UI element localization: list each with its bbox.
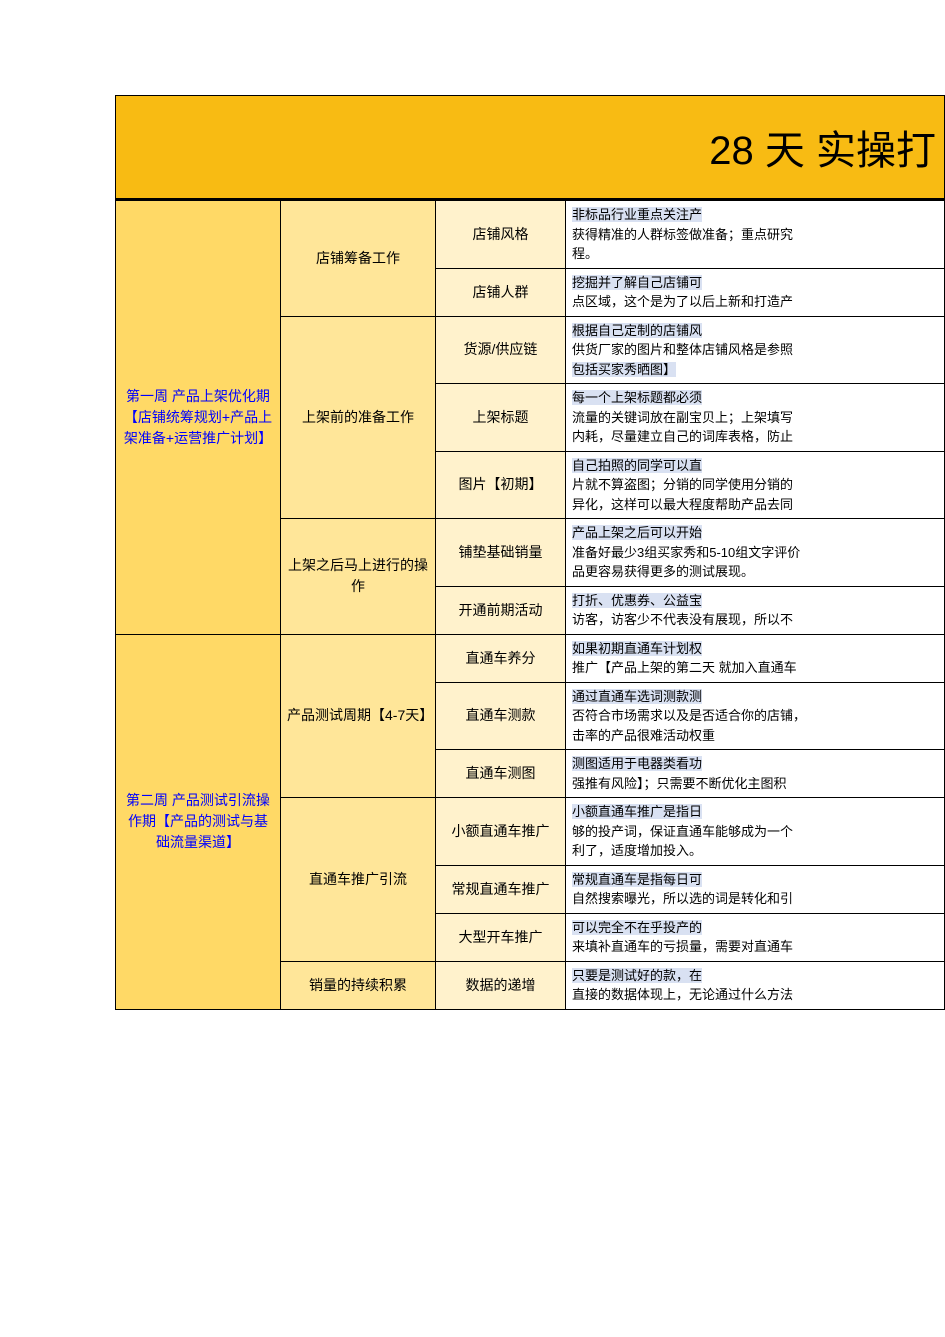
item-cell: 小额直通车推广	[436, 798, 566, 866]
phase-cell: 上架之后马上进行的操作	[281, 519, 436, 635]
desc-cell: 小额直通车推广是指日 够的投产词，保证直通车能够成为一个 利了，适度增加投入。	[566, 798, 945, 866]
table-row: 第一周 产品上架优化期【店铺统筹规划+产品上架准备+运营推广计划】 店铺筹备工作…	[116, 201, 945, 269]
desc-highlight: 根据自己定制的店铺风	[572, 323, 702, 338]
desc-text: 流量的关键词放在副宝贝上；上架填写	[572, 410, 793, 425]
item-cell: 货源/供应链	[436, 316, 566, 384]
phase-cell: 直通车推广引流	[281, 798, 436, 962]
desc-text: 品更容易获得更多的测试展现。	[572, 564, 754, 579]
phase-cell: 销量的持续积累	[281, 961, 436, 1009]
item-cell: 上架标题	[436, 384, 566, 452]
desc-highlight: 通过直通车选词测款测	[572, 689, 702, 704]
desc-text: 直接的数据体现上，无论通过什么方法	[572, 987, 793, 1002]
desc-text: 击率的产品很难活动权重	[572, 728, 715, 743]
desc-highlight: 打折、优惠券、公益宝	[572, 593, 702, 608]
desc-cell: 通过直通车选词测款测 否符合市场需求以及是否适合你的店铺， 击率的产品很难活动权…	[566, 682, 945, 750]
desc-text: 准备好最少3组买家秀和5-10组文字评价	[572, 545, 800, 560]
item-cell: 开通前期活动	[436, 586, 566, 634]
desc-cell: 常规直通车是指每日可 自然搜索曝光，所以选的词是转化和引	[566, 865, 945, 913]
desc-highlight: 非标品行业重点关注产	[572, 207, 702, 222]
desc-highlight: 小额直通车推广是指日	[572, 804, 702, 819]
desc-cell: 测图适用于电器类看功 强推有风险】；只需要不断优化主图积	[566, 750, 945, 798]
item-cell: 大型开车推广	[436, 913, 566, 961]
desc-cell: 可以完全不在乎投产的 来填补直通车的亏损量，需要对直通车	[566, 913, 945, 961]
desc-text: 推广【产品上架的第二天 就加入直通车	[572, 660, 797, 675]
desc-text: 内耗，尽量建立自己的词库表格，防止	[572, 429, 793, 444]
desc-text: 否符合市场需求以及是否适合你的店铺，	[572, 708, 806, 723]
title-bar: 28 天 实操打	[115, 95, 945, 200]
desc-highlight: 如果初期直通车计划权	[572, 641, 702, 656]
desc-text: 够的投产词，保证直通车能够成为一个	[572, 824, 793, 839]
item-cell: 店铺风格	[436, 201, 566, 269]
page-title: 28 天 实操打	[709, 118, 944, 176]
item-cell: 直通车养分	[436, 634, 566, 682]
item-cell: 数据的递增	[436, 961, 566, 1009]
desc-text: 来填补直通车的亏损量，需要对直通车	[572, 939, 793, 954]
desc-text: 供货厂家的图片和整体店铺风格是参照	[572, 342, 793, 357]
desc-highlight: 产品上架之后可以开始	[572, 525, 702, 540]
item-cell: 直通车测款	[436, 682, 566, 750]
plan-table: 第一周 产品上架优化期【店铺统筹规划+产品上架准备+运营推广计划】 店铺筹备工作…	[115, 200, 945, 1010]
desc-text: 程。	[572, 246, 598, 261]
desc-text: 异化，这样可以最大程度帮助产品去同	[572, 497, 793, 512]
desc-highlight: 包括买家秀晒图】	[572, 362, 676, 377]
phase-cell: 产品测试周期【4-7天】	[281, 634, 436, 798]
desc-cell: 每一个上架标题都必须 流量的关键词放在副宝贝上；上架填写 内耗，尽量建立自己的词…	[566, 384, 945, 452]
desc-highlight: 可以完全不在乎投产的	[572, 920, 702, 935]
item-cell: 图片【初期】	[436, 451, 566, 519]
desc-text: 片就不算盗图；分销的同学使用分销的	[572, 477, 793, 492]
desc-text: 获得精准的人群标签做准备；重点研究	[572, 227, 793, 242]
desc-highlight: 每一个上架标题都必须	[572, 390, 702, 405]
desc-cell: 如果初期直通车计划权 推广【产品上架的第二天 就加入直通车	[566, 634, 945, 682]
desc-text: 自然搜索曝光，所以选的词是转化和引	[572, 891, 793, 906]
desc-cell: 产品上架之后可以开始 准备好最少3组买家秀和5-10组文字评价 品更容易获得更多…	[566, 519, 945, 587]
item-cell: 直通车测图	[436, 750, 566, 798]
week-cell: 第二周 产品测试引流操作期【产品的测试与基础流量渠道】	[116, 634, 281, 1009]
item-cell: 常规直通车推广	[436, 865, 566, 913]
desc-cell: 只要是测试好的款，在 直接的数据体现上，无论通过什么方法	[566, 961, 945, 1009]
desc-highlight: 自己拍照的同学可以直	[572, 458, 702, 473]
plan-container: 28 天 实操打 第一周 产品上架优化期【店铺统筹规划+产品上架准备+运营推广计…	[115, 95, 945, 1010]
desc-highlight: 常规直通车是指每日可	[572, 872, 702, 887]
desc-text: 利了，适度增加投入。	[572, 843, 702, 858]
desc-cell: 自己拍照的同学可以直 片就不算盗图；分销的同学使用分销的 异化，这样可以最大程度…	[566, 451, 945, 519]
desc-highlight: 挖掘并了解自己店铺可	[572, 275, 702, 290]
desc-cell: 挖掘并了解自己店铺可 点区域，这个是为了以后上新和打造产	[566, 268, 945, 316]
desc-highlight: 测图适用于电器类看功	[572, 756, 702, 771]
week-cell: 第一周 产品上架优化期【店铺统筹规划+产品上架准备+运营推广计划】	[116, 201, 281, 635]
desc-text: 强推有风险】；只需要不断优化主图积	[572, 776, 787, 791]
phase-cell: 店铺筹备工作	[281, 201, 436, 317]
desc-cell: 打折、优惠券、公益宝 访客，访客少不代表没有展现，所以不	[566, 586, 945, 634]
desc-cell: 非标品行业重点关注产 获得精准的人群标签做准备；重点研究 程。	[566, 201, 945, 269]
desc-text: 访客，访客少不代表没有展现，所以不	[572, 612, 793, 627]
item-cell: 铺垫基础销量	[436, 519, 566, 587]
phase-cell: 上架前的准备工作	[281, 316, 436, 519]
desc-text: 点区域，这个是为了以后上新和打造产	[572, 294, 793, 309]
table-row: 第二周 产品测试引流操作期【产品的测试与基础流量渠道】 产品测试周期【4-7天】…	[116, 634, 945, 682]
item-cell: 店铺人群	[436, 268, 566, 316]
desc-highlight: 只要是测试好的款，在	[572, 968, 702, 983]
desc-cell: 根据自己定制的店铺风 供货厂家的图片和整体店铺风格是参照 包括买家秀晒图】	[566, 316, 945, 384]
